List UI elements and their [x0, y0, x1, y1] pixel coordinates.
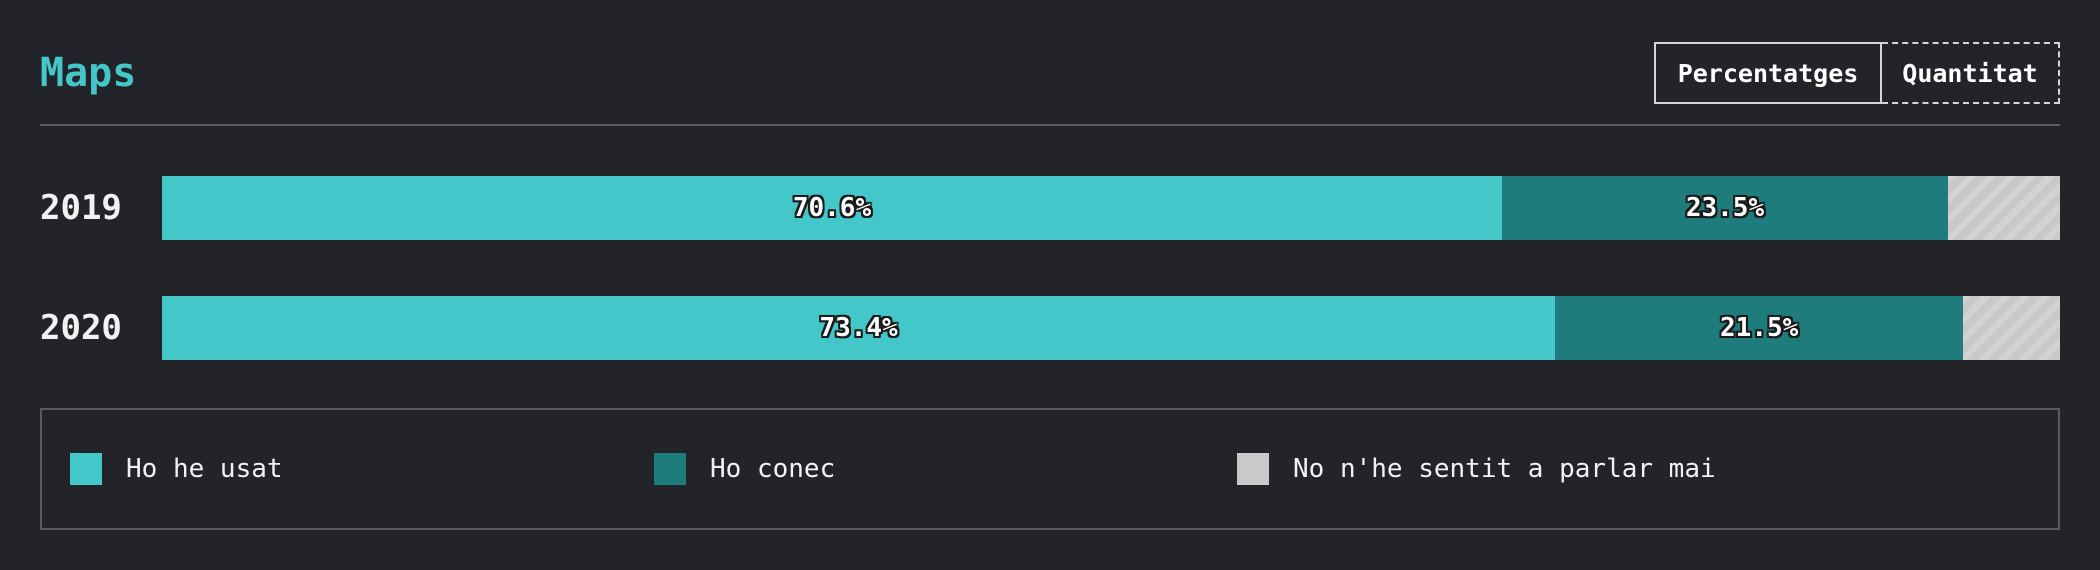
- stacked-bar: 73.4% 21.5%: [162, 296, 2060, 360]
- bar-segment-known[interactable]: 21.5%: [1555, 296, 1964, 360]
- bar-segment-never[interactable]: [1948, 176, 2060, 240]
- chart-header: Maps Percentatges Quantitat: [40, 40, 2060, 126]
- bar-segment-used[interactable]: 70.6%: [162, 176, 1502, 240]
- bar-segment-never[interactable]: [1963, 296, 2060, 360]
- percentages-button[interactable]: Percentatges: [1654, 42, 1882, 104]
- legend-item-known: Ho conec: [654, 410, 835, 528]
- chart-legend: Ho he usat Ho conec No n'he sentit a par…: [40, 408, 2060, 530]
- legend-item-never: No n'he sentit a parlar mai: [1237, 410, 1716, 528]
- legend-item-used: Ho he usat: [70, 410, 283, 528]
- bar-segment-used[interactable]: 73.4%: [162, 296, 1556, 360]
- category-label: 2019: [40, 188, 122, 228]
- legend-swatch-known: [654, 453, 686, 485]
- legend-swatch-never: [1237, 453, 1269, 485]
- category-label: 2020: [40, 308, 122, 348]
- view-toggle: Percentatges Quantitat: [1654, 42, 2060, 104]
- legend-label-known: Ho conec: [710, 454, 836, 484]
- legend-label-used: Ho he usat: [126, 454, 283, 484]
- chart-title: Maps: [40, 50, 137, 96]
- bar-row-2019: 2019 70.6% 23.5%: [40, 176, 2060, 240]
- quantity-button[interactable]: Quantitat: [1882, 42, 2060, 104]
- stacked-bar: 70.6% 23.5%: [162, 176, 2060, 240]
- legend-label-never: No n'he sentit a parlar mai: [1293, 454, 1716, 484]
- bar-segment-known[interactable]: 23.5%: [1501, 176, 1948, 240]
- bar-row-2020: 2020 73.4% 21.5%: [40, 296, 2060, 360]
- legend-swatch-used: [70, 453, 102, 485]
